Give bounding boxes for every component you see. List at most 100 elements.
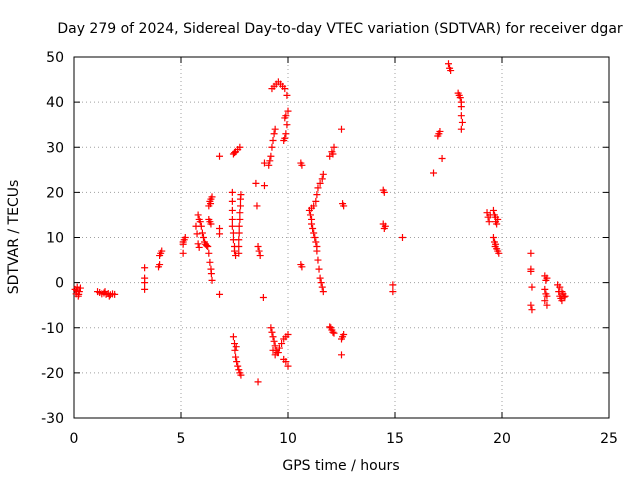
y-tick-label: -20 [41, 366, 64, 382]
data-point [228, 215, 236, 223]
data-point [527, 267, 535, 275]
data-point [194, 211, 202, 219]
data-point [315, 265, 323, 273]
x-tick-labels: 0 5 10 15 20 25 [70, 431, 618, 447]
data-point [298, 263, 306, 271]
axis-ticks [73, 56, 610, 419]
data-point [458, 118, 466, 126]
data-point [274, 349, 282, 357]
data-point [314, 184, 322, 192]
data-point [266, 157, 274, 165]
data-point [197, 222, 205, 230]
data-point [283, 121, 291, 129]
data-point [237, 191, 245, 199]
data-point [203, 242, 211, 250]
data-point [309, 224, 317, 232]
y-tick-label: 10 [46, 231, 64, 247]
data-point [76, 284, 84, 292]
data-point [156, 252, 164, 260]
data-point [283, 91, 291, 99]
data-point [254, 243, 262, 251]
x-tick-label: 20 [493, 431, 511, 447]
data-point [111, 290, 119, 298]
data-point [208, 193, 216, 201]
data-point [179, 238, 187, 246]
y-tick-label: 50 [46, 50, 64, 66]
data-point [308, 220, 316, 228]
data-point [256, 252, 264, 260]
data-point [558, 288, 566, 296]
data-point [231, 346, 239, 354]
data-point [495, 249, 503, 257]
data-point [216, 152, 224, 160]
data-point [231, 247, 238, 255]
data-point [141, 285, 149, 293]
data-point [281, 114, 289, 122]
data-point [306, 211, 314, 219]
data-point [312, 238, 320, 246]
data-point [254, 378, 262, 386]
data-point [340, 202, 348, 210]
data-point [318, 175, 326, 183]
data-point [101, 288, 109, 296]
data-point [265, 161, 273, 169]
data-point [457, 125, 465, 133]
data-point [73, 287, 81, 295]
data-point [232, 343, 240, 351]
data-point [491, 243, 499, 251]
data-point [271, 125, 279, 133]
data-point [284, 362, 292, 370]
data-point [543, 274, 551, 282]
data-point [281, 134, 289, 142]
data-point [330, 143, 338, 151]
data-point [228, 188, 236, 196]
data-point [493, 220, 501, 228]
data-point [430, 169, 438, 177]
data-point [319, 170, 327, 178]
data-point [438, 155, 446, 163]
data-point [313, 191, 321, 199]
data-point [316, 179, 324, 187]
data-point [268, 328, 276, 336]
data-point [73, 283, 81, 291]
data-point [314, 256, 322, 264]
data-point [558, 297, 566, 305]
data-point [560, 293, 568, 301]
data-point [141, 264, 149, 272]
data-point [457, 112, 465, 120]
data-point [198, 229, 206, 237]
data-point [282, 130, 290, 138]
data-point [207, 220, 215, 228]
data-point [236, 215, 244, 223]
data-point [389, 281, 397, 289]
data-point [329, 328, 337, 336]
data-point [228, 222, 236, 230]
data-point [270, 130, 278, 138]
data-point [179, 249, 187, 257]
y-tick-labels: -30 -20 -10 0 10 20 30 40 50 [41, 50, 64, 427]
data-point [196, 218, 204, 226]
data-point [267, 152, 275, 160]
data-point [275, 344, 283, 352]
data-point [282, 358, 290, 366]
data-point [445, 60, 452, 68]
data-point [156, 261, 164, 269]
data-point [447, 67, 455, 75]
data-point [527, 301, 535, 309]
data-point [267, 324, 275, 332]
data-point [278, 340, 286, 348]
data-point [193, 230, 201, 238]
data-point [284, 331, 292, 339]
data-point [541, 297, 549, 305]
data-point [231, 149, 238, 157]
data-point [311, 234, 319, 241]
data-point [204, 243, 212, 251]
y-tick-label: -10 [41, 321, 64, 337]
x-tick-label: 25 [600, 431, 618, 447]
data-point [310, 202, 318, 210]
data-point [75, 290, 83, 298]
data-point [235, 243, 243, 251]
data-point [270, 337, 278, 345]
data-point [237, 371, 245, 379]
